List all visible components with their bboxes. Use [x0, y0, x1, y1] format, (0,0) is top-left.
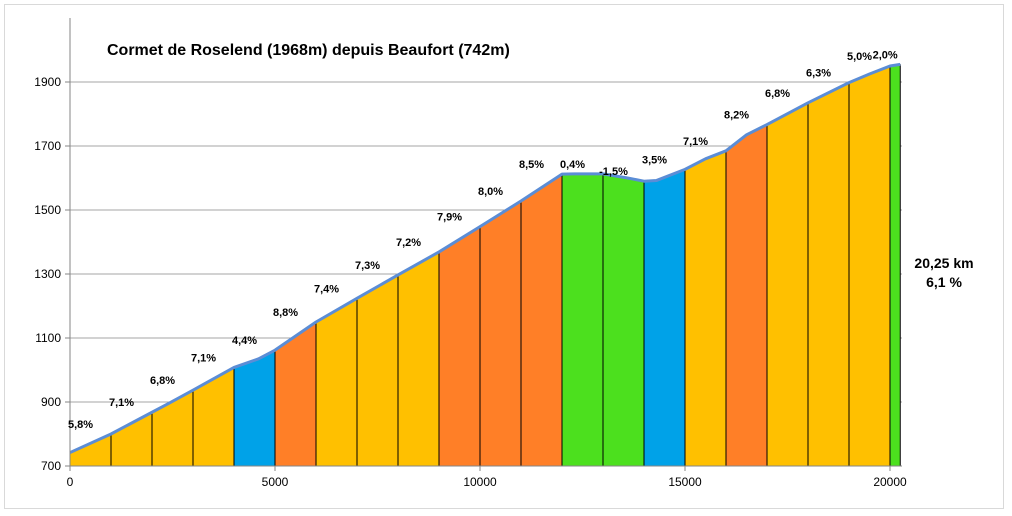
segment-fill: [849, 66, 890, 466]
segment-fill: [439, 226, 480, 466]
segment-fill: [193, 367, 234, 466]
segment-fill: [767, 102, 808, 467]
segment-gradient-label: 7,1%: [191, 352, 216, 364]
segment-gradient-label: 7,1%: [109, 397, 134, 409]
profile-line: [69, 62, 901, 454]
segment-gradient-label: 5,8%: [68, 419, 93, 431]
segment-fill: [521, 174, 562, 466]
segment-fill: [152, 390, 193, 466]
x-tick-label: 0: [67, 475, 74, 489]
segment-gradient-label: 6,8%: [765, 88, 790, 100]
segment-gradient-label: 7,9%: [437, 212, 462, 224]
segment-fill: [562, 173, 603, 466]
segment-fill: [111, 412, 152, 466]
x-tick-label: 5000: [262, 475, 289, 489]
segment-gradient-label: 5,0%: [847, 51, 872, 63]
segment-gradient-label: 7,2%: [396, 237, 421, 249]
x-tick-label: 15000: [668, 475, 702, 489]
y-tick-label: 900: [41, 395, 61, 409]
y-tick-label: 1500: [34, 203, 61, 217]
segment-gradient-label: 7,3%: [355, 260, 380, 272]
summary-distance: 20,25 km: [914, 255, 973, 271]
y-tick-label: 1700: [34, 139, 61, 153]
segment-fill: [480, 201, 521, 467]
segment-labels: 5,8% 7,1% 6,8% 7,1% 4,4% 8,8% 7,4% 7,3% 7,2% 7,9%…: [68, 49, 898, 431]
segment-gradient-label: 7,4%: [314, 283, 339, 295]
chart-title: Cormet de Roselend (1968m) depuis Beaufo…: [107, 42, 510, 59]
segment-fill: [890, 64, 901, 467]
segment-fills: [70, 64, 901, 467]
y-tick-label: 1300: [34, 267, 61, 281]
summary-average: 6,1 %: [926, 274, 962, 290]
segment-gradient-label: 8,2%: [724, 110, 749, 122]
segment-gradient-label: 3,5%: [642, 154, 667, 166]
segment-gradient-label: -1,5%: [599, 166, 628, 178]
segment-gradient-label: 6,3%: [806, 68, 831, 80]
y-tick-label: 700: [41, 459, 61, 473]
segment-fill: [726, 124, 767, 466]
segment-gradient-label: 0,4%: [560, 159, 585, 171]
segment-gradient-label: 7,1%: [683, 136, 708, 148]
segment-fill: [808, 82, 849, 466]
y-tick-label: 1100: [35, 331, 61, 345]
segment-gradient-label: 8,5%: [519, 159, 544, 171]
segment-fill: [603, 173, 644, 466]
segment-fill: [644, 169, 685, 467]
segment-fill: [357, 274, 398, 466]
profile-line-group: [69, 62, 901, 454]
y-tick-label: 1900: [34, 75, 61, 89]
segment-fill: [398, 251, 439, 466]
x-tick-label: 10000: [463, 475, 497, 489]
segment-gradient-label: 4,4%: [232, 335, 257, 347]
segment-fill: [234, 350, 275, 466]
segment-fill: [685, 150, 726, 467]
segment-fill: [316, 298, 357, 466]
segment-gradient-label: 8,8%: [273, 307, 298, 319]
segment-gradient-label: 8,0%: [478, 186, 503, 198]
segment-gradient-label: 6,8%: [150, 375, 175, 387]
segment-fill: [70, 434, 111, 466]
x-tick-label: 20000: [873, 475, 907, 489]
segment-fill: [275, 322, 316, 466]
chart-frame: [4, 4, 1004, 509]
segment-dividers: [110, 64, 901, 466]
segment-gradient-label: 2,0%: [873, 49, 898, 61]
axes: 700 900 1100 1300 1500 1700 1900 0 5000 10000 1500…: [34, 18, 907, 489]
